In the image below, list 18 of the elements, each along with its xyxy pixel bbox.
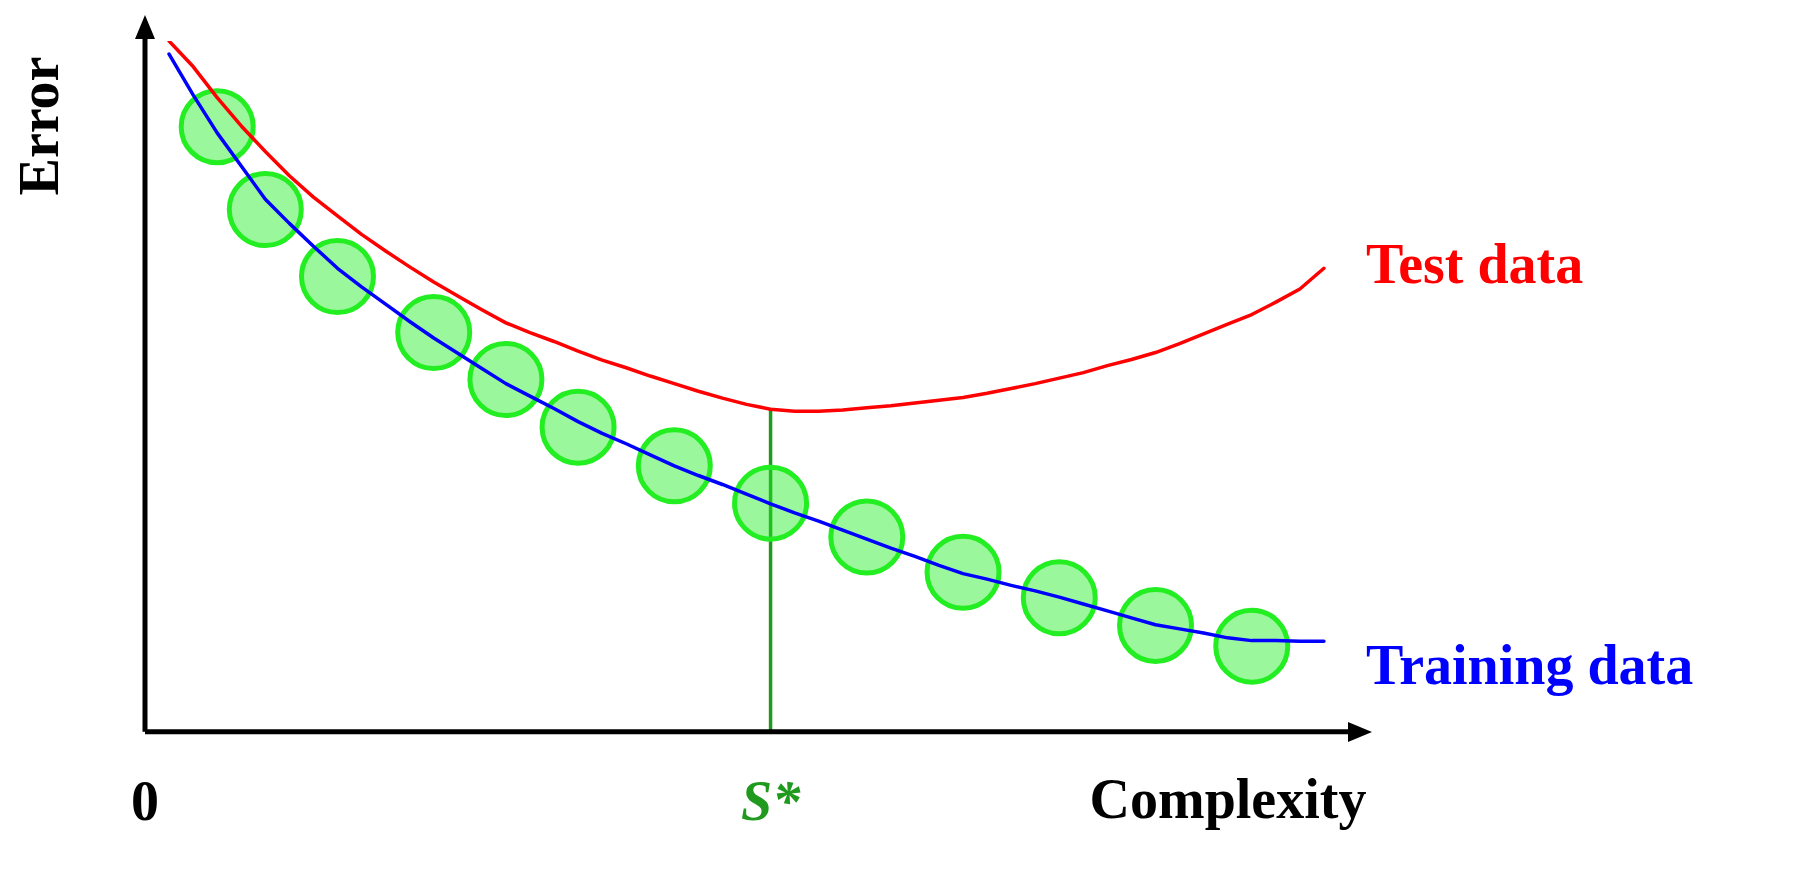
series-label: Training data xyxy=(1365,633,1694,696)
x-tick-label: 0 xyxy=(131,769,159,832)
x-axis-title: Complexity xyxy=(1089,768,1367,831)
point xyxy=(395,294,473,372)
point xyxy=(467,340,545,418)
series-label: Test data xyxy=(1365,232,1584,295)
point xyxy=(1117,586,1195,664)
x-tick-label: S* xyxy=(740,769,802,832)
point xyxy=(924,533,1002,611)
point xyxy=(298,238,376,316)
point xyxy=(1213,607,1291,685)
point xyxy=(226,171,304,249)
y-axis-title: Error xyxy=(8,56,71,196)
point xyxy=(1020,559,1098,637)
point xyxy=(732,464,810,542)
point xyxy=(539,388,617,466)
point xyxy=(635,427,713,505)
point xyxy=(828,498,906,576)
